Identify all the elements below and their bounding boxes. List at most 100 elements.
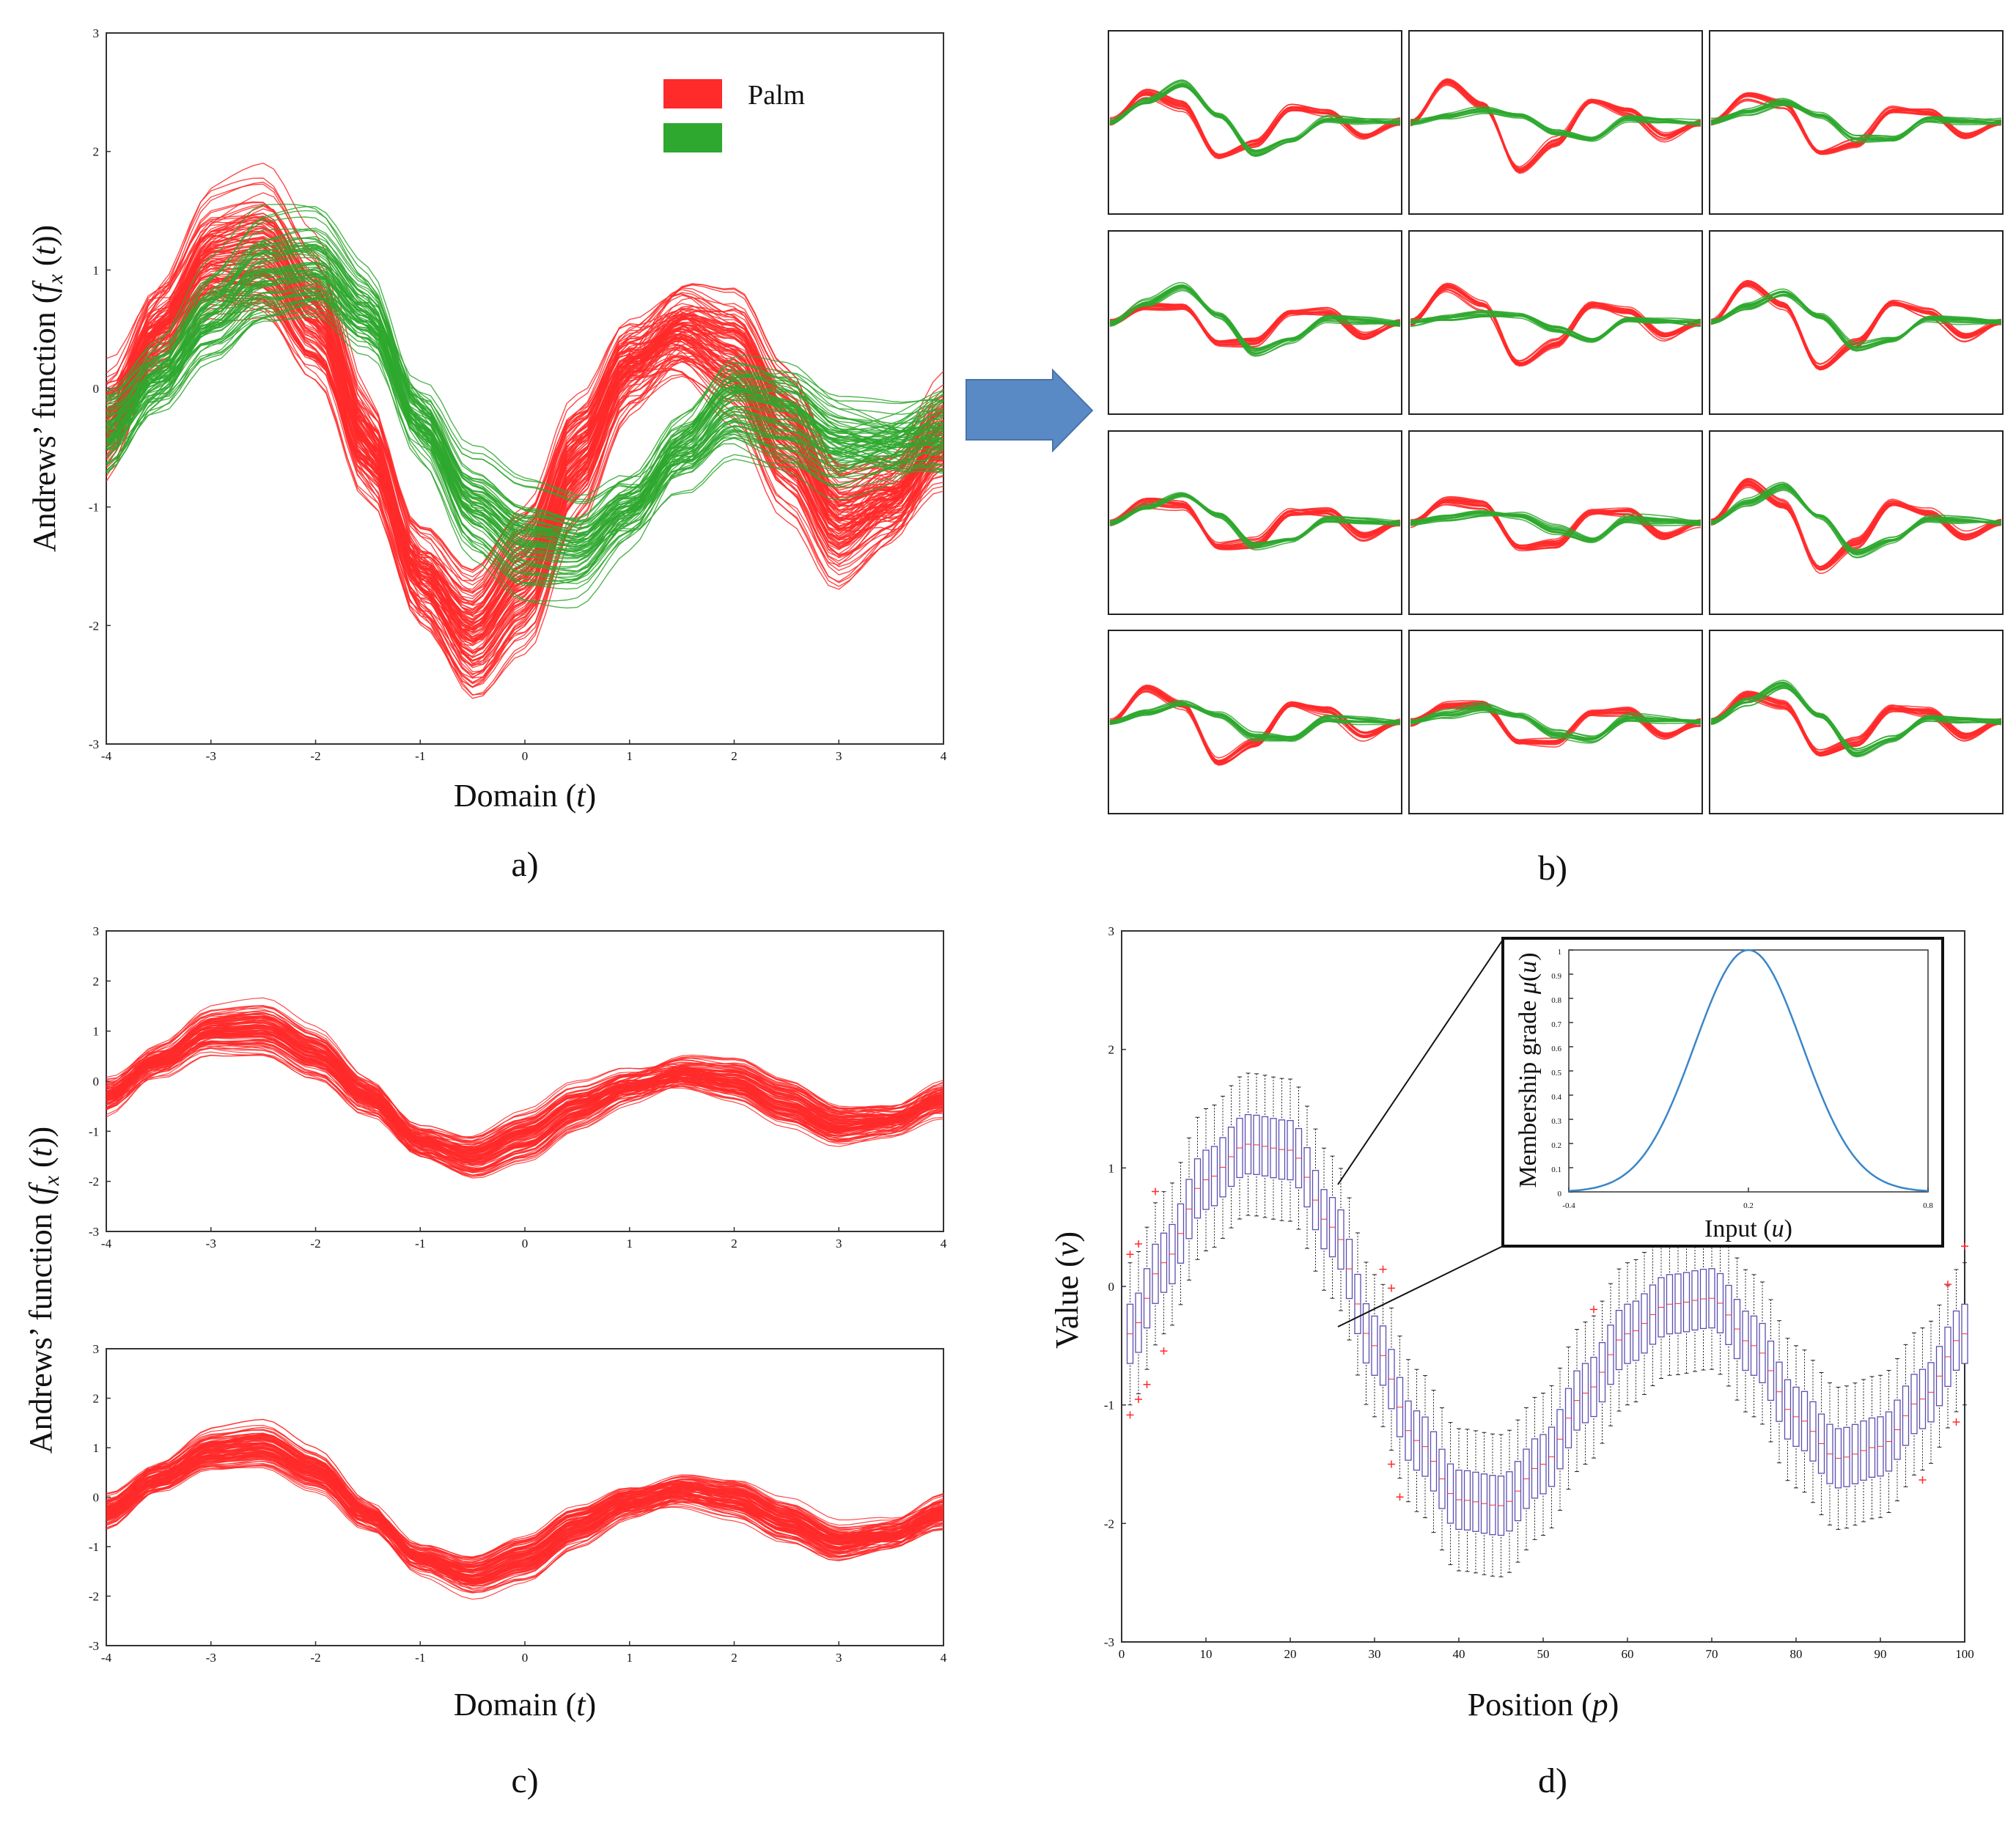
boxplot-position — [1607, 1283, 1614, 1426]
palm-curve — [1710, 283, 2002, 369]
palm-curve — [1410, 283, 1702, 367]
x-tick-label: -4 — [101, 1651, 112, 1665]
x-tick-label: 80 — [1790, 1647, 1803, 1661]
palm-curve — [1710, 479, 2002, 575]
rubber-curve — [1710, 488, 2002, 551]
series-curve — [106, 1458, 944, 1565]
series-curve — [106, 1433, 944, 1583]
series-curve — [106, 1027, 944, 1173]
rubber-curve — [106, 227, 944, 557]
y-tick-label: 0.6 — [1551, 1045, 1561, 1053]
series-curve — [106, 1445, 944, 1582]
rubber-curve — [1410, 314, 1702, 340]
boxplot-position — [1573, 1329, 1581, 1473]
palm-curve — [1109, 684, 1400, 764]
boxplot-position — [1489, 1433, 1496, 1577]
series-curve — [106, 1435, 944, 1600]
palm-curve — [1410, 81, 1702, 173]
boxplot-position — [1438, 1407, 1446, 1551]
x-tick-label: -1 — [415, 1651, 425, 1665]
rubber-curve — [1109, 285, 1401, 352]
y-tick-label: -2 — [89, 1175, 99, 1189]
palm-curve — [1410, 81, 1702, 172]
y-tick-label: 1 — [1108, 1161, 1115, 1175]
rubber-curve — [1410, 704, 1702, 743]
y-tick-label: 0 — [1108, 1280, 1115, 1294]
boxplot-position — [1244, 1072, 1252, 1216]
palm-curve — [1410, 80, 1702, 172]
palm-curve — [106, 219, 944, 634]
boxplot-position — [1405, 1359, 1412, 1503]
series-curve — [106, 1039, 944, 1150]
panel-b-cell-frame — [1408, 230, 1703, 415]
palm-curve — [1410, 81, 1701, 173]
outlier-marker — [1152, 1187, 1159, 1196]
legend-swatch-palm — [663, 79, 722, 108]
boxplot-position — [1219, 1095, 1226, 1239]
panel-a-x-axis-title: Domain (t) — [454, 778, 596, 814]
series-curve — [106, 1042, 944, 1152]
boxplot-position — [1750, 1274, 1758, 1418]
rubber-curve — [1710, 483, 2002, 556]
palm-curve — [1410, 81, 1702, 173]
rubber-curve — [106, 293, 944, 496]
rubber-curve — [1109, 82, 1401, 154]
palm-curve — [1410, 499, 1702, 546]
rubber-curve — [106, 243, 944, 550]
boxplot-position — [1345, 1197, 1353, 1341]
palm-curve — [1109, 686, 1401, 765]
boxplot-position — [1868, 1376, 1876, 1520]
x-tick-label: -1 — [415, 749, 425, 763]
x-tick-label: -1 — [415, 1237, 425, 1251]
palm-curve — [1710, 479, 2002, 571]
series-curve — [106, 1014, 944, 1171]
palm-curve — [1109, 302, 1401, 347]
boxplot-position — [1337, 1168, 1344, 1311]
panel-b-cell — [1108, 230, 1402, 415]
palm-curve — [1109, 688, 1401, 763]
y-tick-label: -1 — [1104, 1399, 1114, 1413]
boxplot-position — [1632, 1259, 1640, 1402]
palm-curve — [1710, 484, 2002, 570]
x-tick-label: 20 — [1284, 1647, 1297, 1661]
palm-curve — [1710, 95, 2002, 153]
y-tick-label: 2 — [1108, 1043, 1115, 1057]
boxplot-position — [1446, 1422, 1454, 1566]
rubber-curve — [1710, 103, 2002, 138]
rubber-curve — [106, 280, 944, 554]
panel-b-small-multiples — [1108, 30, 2004, 814]
panel-b-cell — [1408, 430, 1703, 615]
boxplot-position — [1236, 1076, 1243, 1220]
palm-curve — [1710, 284, 2001, 371]
rubber-curve — [1710, 293, 2002, 345]
series-curve — [106, 1025, 944, 1159]
boxplot-position — [1708, 1226, 1715, 1370]
palm-curve — [1410, 78, 1702, 173]
palm-curve — [1710, 693, 2001, 755]
panel-d-y-axis-title: Value (v) — [1049, 1231, 1085, 1349]
panel-b-cell-frame — [1108, 630, 1402, 814]
x-tick-label: 60 — [1622, 1647, 1634, 1661]
rubber-curve — [1410, 109, 1702, 139]
rubber-curve — [106, 269, 944, 560]
rubber-curve — [106, 269, 944, 553]
outlier-marker — [1126, 1411, 1134, 1419]
rubber-curve — [106, 296, 944, 523]
series-curve — [106, 1435, 944, 1580]
series-curve — [106, 1465, 944, 1573]
boxplot-position — [1354, 1232, 1361, 1376]
panel-a-y-axis-title: Andrews’ function (fx (t)) — [26, 225, 67, 552]
rubber-curve — [106, 236, 944, 559]
palm-curve — [1710, 282, 2002, 369]
palm-curve — [1710, 281, 2002, 370]
palm-curve — [106, 317, 944, 582]
inset-x-axis-title: Input (u) — [1704, 1215, 1792, 1242]
boxplot-position — [1944, 1285, 1951, 1429]
rubber-curve — [1410, 709, 1702, 738]
palm-curve — [1410, 81, 1702, 171]
series-curve — [106, 1020, 944, 1177]
rubber-curve — [106, 281, 944, 501]
panel-c-top-curves — [106, 997, 944, 1179]
x-tick-label: 1 — [627, 1651, 633, 1665]
